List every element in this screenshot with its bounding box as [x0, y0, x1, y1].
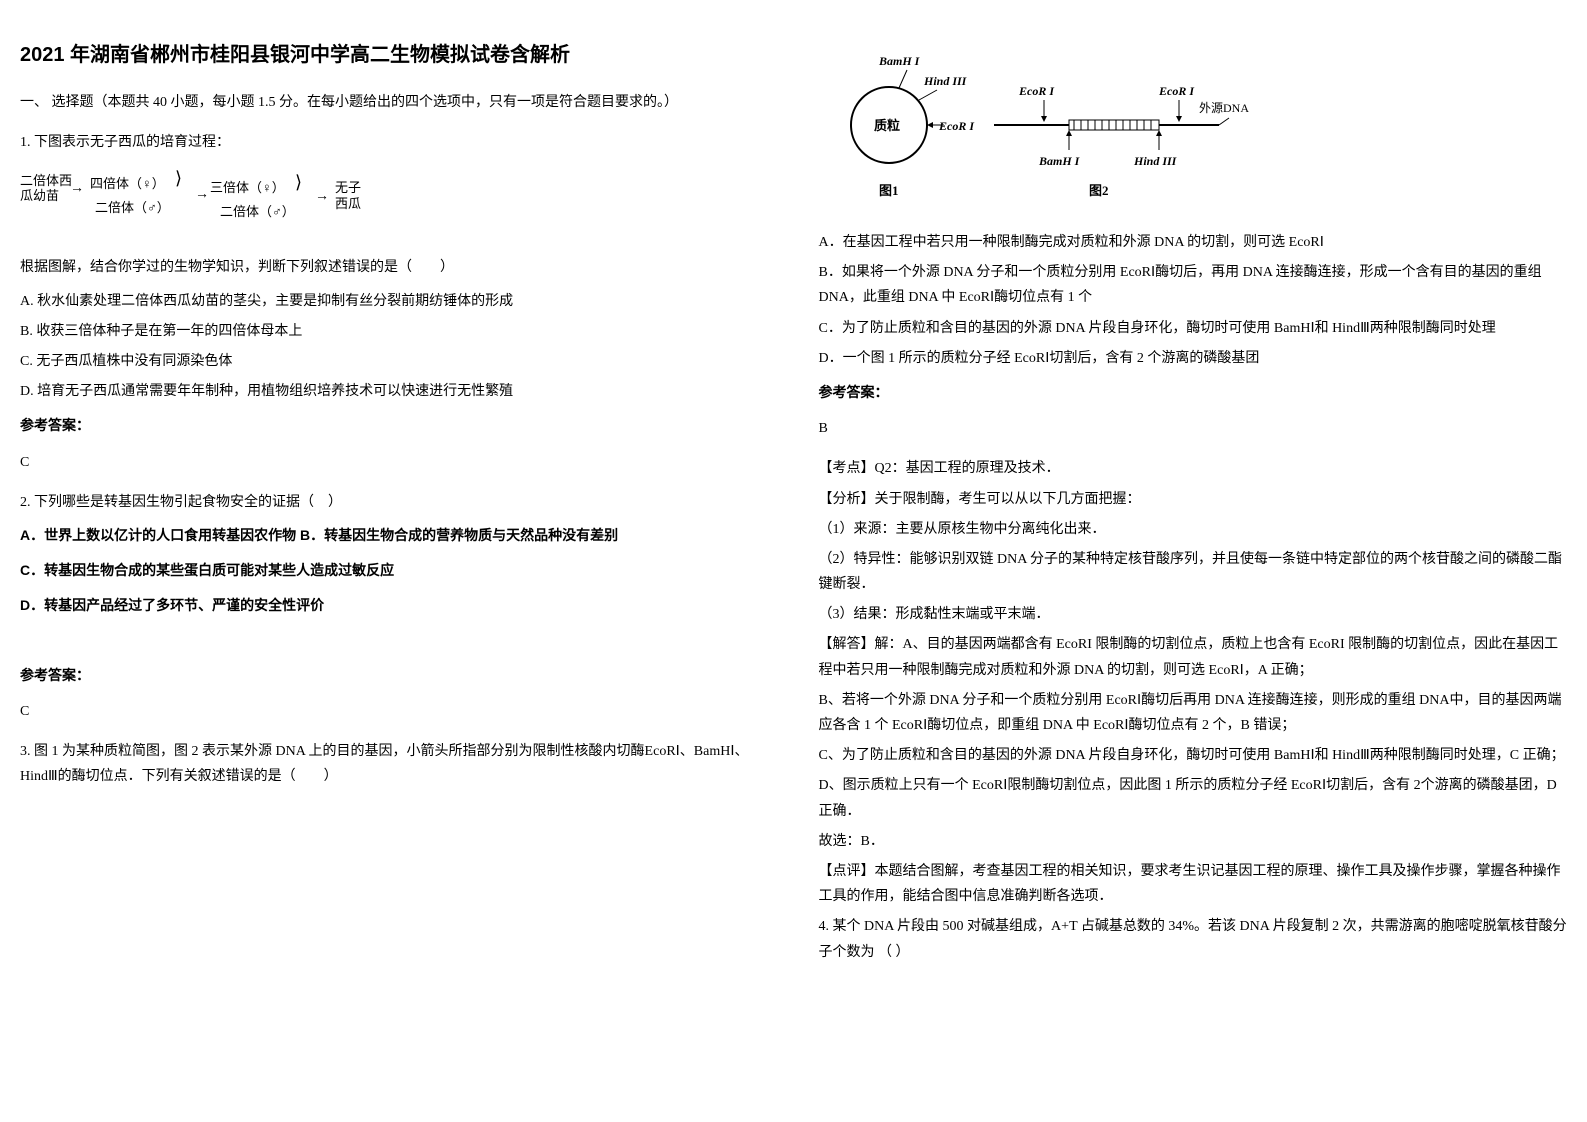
left-column: 2021 年湖南省郴州市桂阳县银河中学高二生物模拟试卷含解析 一、 选择题（本题…	[20, 40, 769, 980]
dna-label: 外源DNA	[1199, 101, 1249, 115]
bracket-2: ⟩	[295, 172, 302, 192]
plasmid-dna-diagram: 质粒 BamH I Hind III EcoR I 图1	[819, 50, 1259, 210]
question-1: 1. 下图表示无子西瓜的培育过程： 二倍体西 瓜幼苗 → 四倍体（♀） 二倍体（…	[20, 130, 769, 475]
bamh1-bottom-label: BamH I	[1038, 154, 1081, 168]
question-2: 2. 下列哪些是转基因生物引起食物安全的证据（ ） A．世界上数以亿计的人口食用…	[20, 490, 769, 724]
arrow-3: →	[315, 187, 329, 203]
node-tetraploid: 四倍体（♀）	[90, 176, 165, 191]
arrow-2: →	[195, 185, 209, 201]
document-title: 2021 年湖南省郴州市桂阳县银河中学高二生物模拟试卷含解析	[20, 40, 769, 70]
arrow-1: →	[70, 179, 84, 195]
bamh1-top-label: BamH I	[878, 54, 921, 68]
q3-fenxi-label: 【分析】关于限制酶，考生可以从以下几方面把握：	[819, 487, 1568, 512]
hind3-label: Hind III	[923, 74, 968, 88]
q3-fenxi-1: （1）来源：主要从原核生物中分离纯化出来．	[819, 517, 1568, 542]
q2-option-d: D．转基因产品经过了多环节、严谨的安全性评价	[20, 593, 769, 618]
plasmid-label: 质粒	[874, 118, 900, 133]
node-seedless-2: 西瓜	[335, 196, 361, 211]
q1-answer-label: 参考答案：	[20, 414, 769, 439]
q4-intro: 4. 某个 DNA 片段由 500 对碱基组成，A+T 占碱基总数的 34%。若…	[819, 914, 1568, 964]
section-1-heading: 一、 选择题（本题共 40 小题，每小题 1.5 分。在每小题给出的四个选项中，…	[20, 90, 769, 115]
q3-jieda-b: B、若将一个外源 DNA 分子和一个质粒分别用 EcoRⅠ酶切后再用 DNA 连…	[819, 688, 1568, 738]
q3-jieda-c: C、为了防止质粒和含目的基因的外源 DNA 片段自身环化，酶切时可使用 BamH…	[819, 743, 1568, 768]
q3-option-c: C．为了防止质粒和含目的基因的外源 DNA 片段自身环化，酶切时可使用 BamH…	[819, 316, 1568, 341]
q3-kaodian: 【考点】Q2：基因工程的原理及技术．	[819, 456, 1568, 481]
hind3-bottom-label: Hind III	[1133, 154, 1178, 168]
question-4: 4. 某个 DNA 片段由 500 对碱基组成，A+T 占碱基总数的 34%。若…	[819, 914, 1568, 964]
q2-intro: 2. 下列哪些是转基因生物引起食物安全的证据（ ）	[20, 490, 769, 515]
q2-answer: C	[20, 699, 769, 724]
right-column: 质粒 BamH I Hind III EcoR I 图1	[819, 40, 1568, 980]
q3-answer: B	[819, 416, 1568, 441]
q3-option-b: B．如果将一个外源 DNA 分子和一个质粒分别用 EcoRⅠ酶切后，再用 DNA…	[819, 260, 1568, 310]
q3-jieda-a: 【解答】解：A、目的基因两端都含有 EcoRI 限制酶的切割位点，质粒上也含有 …	[819, 632, 1568, 682]
q3-jieda-d: D、图示质粒上只有一个 EcoRⅠ限制酶切割位点，因此图 1 所示的质粒分子经 …	[819, 773, 1568, 823]
ecor1-1-label: EcoR I	[1018, 84, 1055, 98]
q1-option-b: B. 收获三倍体种子是在第一年的四倍体母本上	[20, 319, 769, 344]
q3-option-d: D．一个图 1 所示的质粒分子经 EcoRⅠ切割后，含有 2 个游离的磷酸基团	[819, 346, 1568, 371]
breeding-diagram: 二倍体西 瓜幼苗 → 四倍体（♀） 二倍体（♂） ⟩ → 三倍体（♀） 二倍体（…	[20, 170, 380, 240]
q1-intro: 1. 下图表示无子西瓜的培育过程：	[20, 130, 769, 155]
question-3-intro: 3. 图 1 为某种质粒简图，图 2 表示某外源 DNA 上的目的基因，小箭头所…	[20, 739, 769, 789]
ecor1-left-label: EcoR I	[938, 119, 975, 133]
fig1-label: 图1	[879, 183, 899, 198]
q1-option-c: C. 无子西瓜植株中没有同源染色体	[20, 349, 769, 374]
node-triploid: 三倍体（♀）	[210, 180, 285, 195]
q1-prompt: 根据图解，结合你学过的生物学知识，判断下列叙述错误的是（ ）	[20, 255, 769, 280]
bracket-1: ⟩	[175, 170, 182, 188]
q1-answer: C	[20, 450, 769, 475]
node-diploid-seedling-1: 二倍体西	[20, 173, 72, 188]
q2-option-c: C．转基因生物合成的某些蛋白质可能对某些人造成过敏反应	[20, 558, 769, 583]
q3-guxuan: 故选：B．	[819, 829, 1568, 854]
node-diploid-male-2: 二倍体（♂）	[220, 204, 295, 219]
q1-diagram: 二倍体西 瓜幼苗 → 四倍体（♀） 二倍体（♂） ⟩ → 三倍体（♀） 二倍体（…	[20, 165, 769, 245]
fig2-label: 图2	[1089, 183, 1109, 198]
node-seedless-1: 无子	[335, 180, 361, 195]
q3-diagram-container: 质粒 BamH I Hind III EcoR I 图1	[819, 50, 1568, 210]
ecor1-2-label: EcoR I	[1158, 84, 1195, 98]
q3-answer-label: 参考答案：	[819, 381, 1568, 406]
q3-intro: 3. 图 1 为某种质粒简图，图 2 表示某外源 DNA 上的目的基因，小箭头所…	[20, 739, 769, 789]
gene-box	[1069, 120, 1159, 130]
q1-option-a: A. 秋水仙素处理二倍体西瓜幼苗的茎尖，主要是抑制有丝分裂前期纺锤体的形成	[20, 289, 769, 314]
node-diploid-seedling-2: 瓜幼苗	[20, 188, 59, 203]
q3-fenxi-3: （3）结果：形成黏性末端或平末端．	[819, 602, 1568, 627]
q3-fenxi-2: （2）特异性：能够识别双链 DNA 分子的某种特定核苷酸序列，并且使每一条链中特…	[819, 547, 1568, 597]
node-diploid-male-1: 二倍体（♂）	[95, 200, 170, 215]
q3-dianping: 【点评】本题结合图解，考查基因工程的相关知识，要求考生识记基因工程的原理、操作工…	[819, 859, 1568, 909]
q1-option-d: D. 培育无子西瓜通常需要年年制种，用植物组织培养技术可以快速进行无性繁殖	[20, 379, 769, 404]
q2-answer-label: 参考答案：	[20, 664, 769, 689]
q2-option-ab: A．世界上数以亿计的人口食用转基因农作物 B．转基因生物合成的营养物质与天然品种…	[20, 523, 769, 548]
q3-option-a: A．在基因工程中若只用一种限制酶完成对质粒和外源 DNA 的切割，则可选 Eco…	[819, 230, 1568, 255]
